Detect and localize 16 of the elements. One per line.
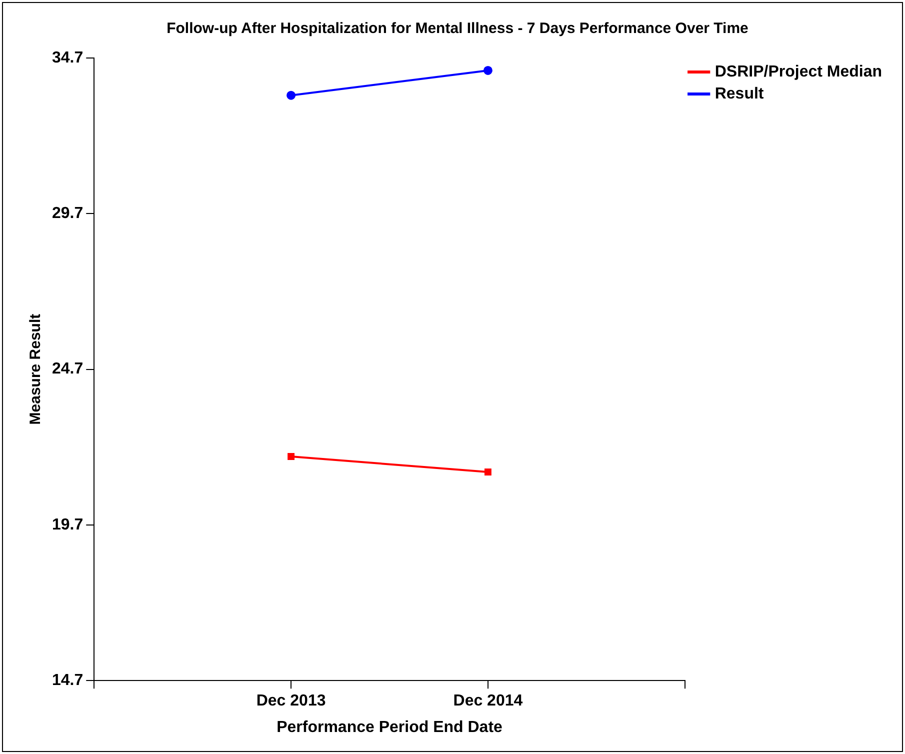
point xyxy=(484,468,492,476)
point xyxy=(286,90,296,100)
y-axis-title: Measure Result xyxy=(27,314,44,425)
legend-label: Result xyxy=(714,85,764,102)
y-tick-label: 24.7 xyxy=(52,360,84,378)
x-tick-label: Dec 2014 xyxy=(453,692,523,710)
y-tick-label: 29.7 xyxy=(52,205,84,222)
chart-title: Follow-up After Hospitalization for Mental Illness - 7 Days Performance Over Time xyxy=(166,20,748,38)
legend-label: DSRIP/Project Median xyxy=(714,63,882,80)
y-tick-label: 34.7 xyxy=(52,49,84,66)
point xyxy=(483,66,492,75)
x-tick-label: Dec 2013 xyxy=(256,692,326,710)
y-tick-label: 14.7 xyxy=(52,672,84,690)
x-axis-title: Performance Period End Date xyxy=(276,718,503,736)
point xyxy=(288,452,295,460)
y-tick-label: 19.7 xyxy=(52,516,84,534)
